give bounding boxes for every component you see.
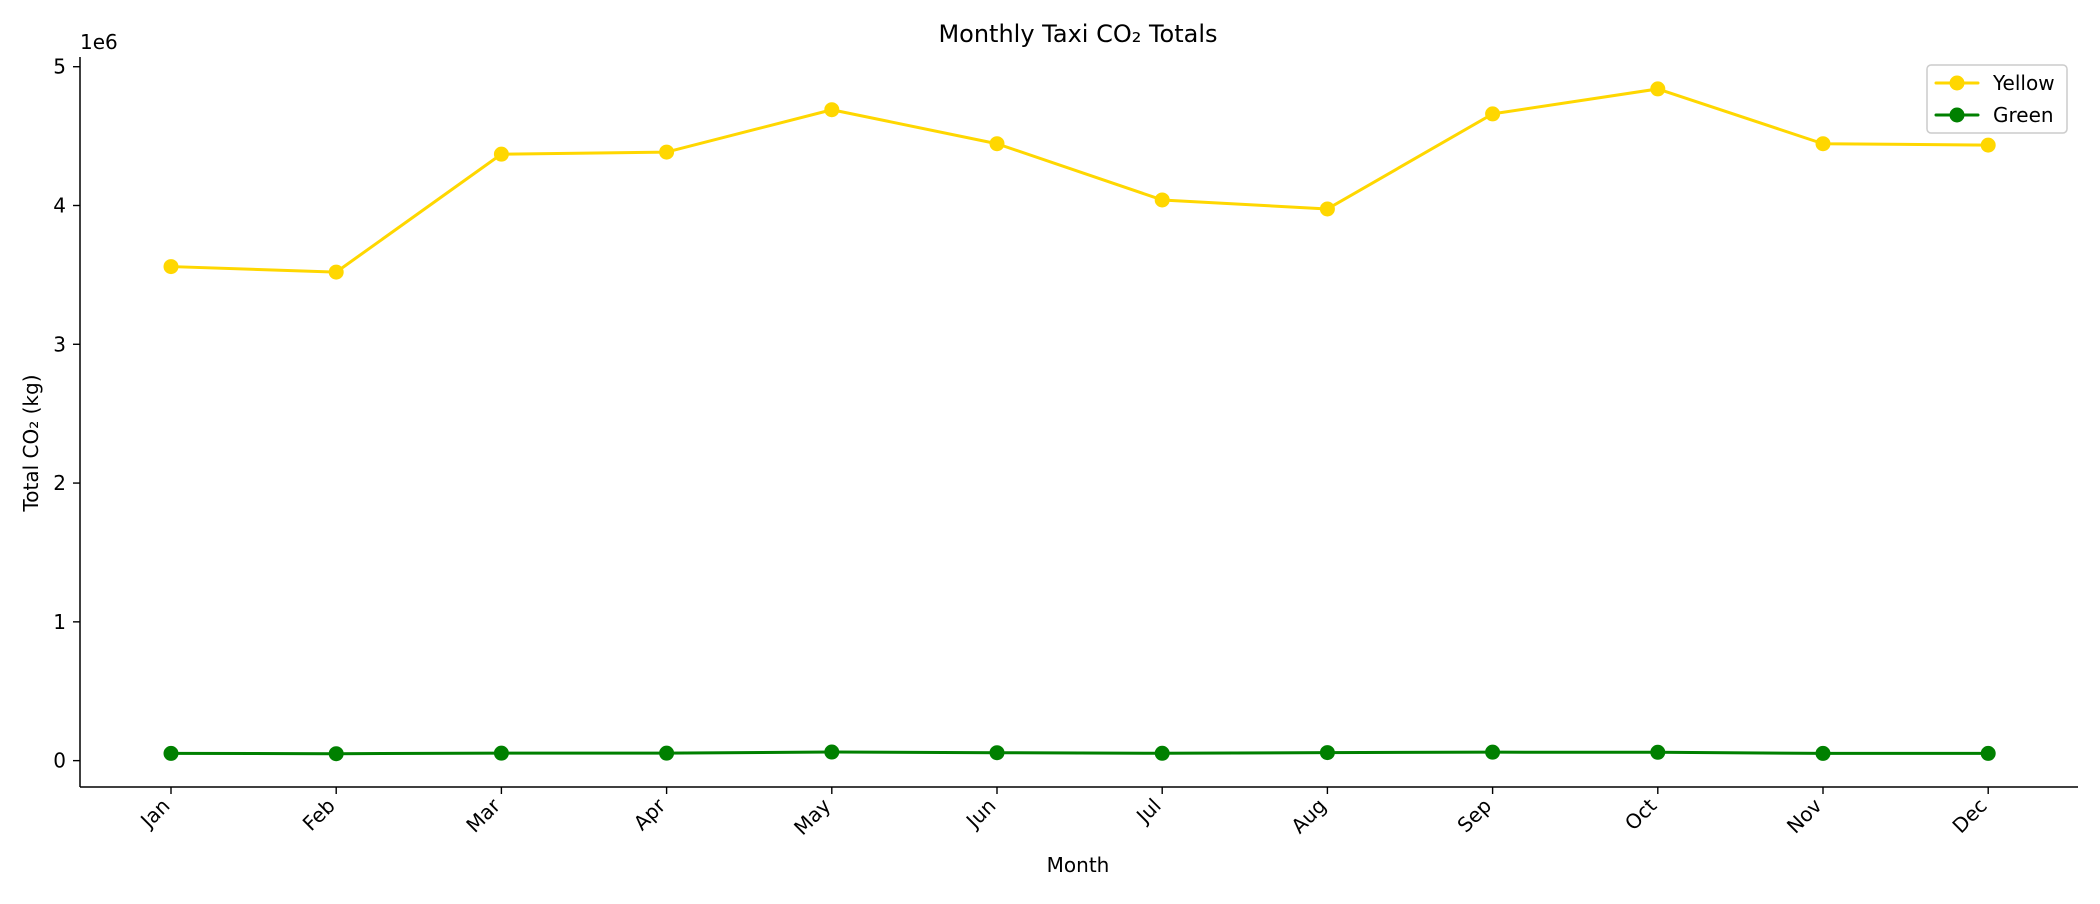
x-tick-label: Feb	[298, 794, 340, 836]
data-point-yellow	[493, 146, 509, 162]
x-tick-label: Oct	[1620, 793, 1662, 835]
x-tick-label: Aug	[1286, 794, 1331, 839]
data-point-green	[163, 745, 179, 761]
y-offset-label: 1e6	[80, 30, 118, 54]
series-line-yellow	[169, 87, 1990, 274]
x-tick-label: Jun	[960, 794, 1000, 834]
series-yellow	[163, 81, 1996, 280]
data-point-yellow	[989, 136, 1005, 152]
series-green	[163, 744, 1996, 762]
y-tick-label: 3	[53, 332, 66, 356]
data-point-yellow	[1485, 106, 1501, 122]
data-point-green	[1815, 745, 1831, 761]
y-tick-label: 4	[53, 193, 66, 217]
y-tick-label: 1	[53, 610, 66, 634]
y-tick-label: 5	[53, 55, 66, 79]
data-point-yellow	[163, 259, 179, 275]
data-point-green	[989, 745, 1005, 761]
legend-label-yellow: Yellow	[1992, 71, 2055, 95]
series-line-green	[169, 750, 1990, 756]
x-tick-label: Jul	[1130, 794, 1165, 829]
ticks-layer: 0 1 2 3 4 5 Jan Feb Mar Apr May Jun Jul Aug Sep Oct Nov D…	[53, 55, 1991, 840]
data-point-yellow	[328, 264, 344, 280]
y-axis-label: Total CO₂ (kg)	[19, 374, 43, 512]
legend-label-green: Green	[1993, 103, 2054, 127]
data-point-yellow	[824, 102, 840, 118]
legend-marker-green	[1949, 107, 1965, 123]
series-layer	[163, 81, 1996, 762]
legend-item-yellow: Yellow	[1934, 71, 2055, 95]
legend-item-green: Green	[1934, 103, 2054, 127]
data-point-green	[659, 745, 675, 761]
x-tick-label: Mar	[461, 793, 505, 837]
y-tick-label: 2	[53, 471, 66, 495]
x-tick-label: Dec	[1947, 794, 1991, 838]
data-point-green	[493, 745, 509, 761]
chart-title: Monthly Taxi CO₂ Totals	[938, 20, 1217, 48]
x-tick-label: May	[789, 793, 835, 839]
axes	[79, 57, 2078, 788]
data-point-green	[1319, 745, 1335, 761]
data-point-green	[1980, 745, 1996, 761]
data-point-yellow	[1815, 136, 1831, 152]
data-point-yellow	[1154, 192, 1170, 208]
y-tick-label: 0	[53, 749, 66, 773]
legend-marker-yellow	[1949, 75, 1965, 91]
data-point-yellow	[1650, 81, 1666, 97]
x-tick-label: Sep	[1453, 794, 1497, 838]
data-point-green	[824, 744, 840, 760]
x-tick-label: Nov	[1782, 793, 1827, 838]
data-point-green	[1485, 744, 1501, 760]
x-axis-label: Month	[1047, 853, 1110, 877]
data-point-green	[1650, 744, 1666, 760]
data-point-yellow	[659, 144, 675, 160]
data-point-yellow	[1980, 137, 1996, 153]
x-tick-label: Apr	[629, 793, 671, 835]
data-point-green	[328, 746, 344, 762]
data-point-yellow	[1319, 201, 1335, 217]
legend: Yellow Green	[1926, 64, 2068, 134]
x-tick-label: Jan	[134, 794, 174, 834]
data-point-green	[1154, 745, 1170, 761]
